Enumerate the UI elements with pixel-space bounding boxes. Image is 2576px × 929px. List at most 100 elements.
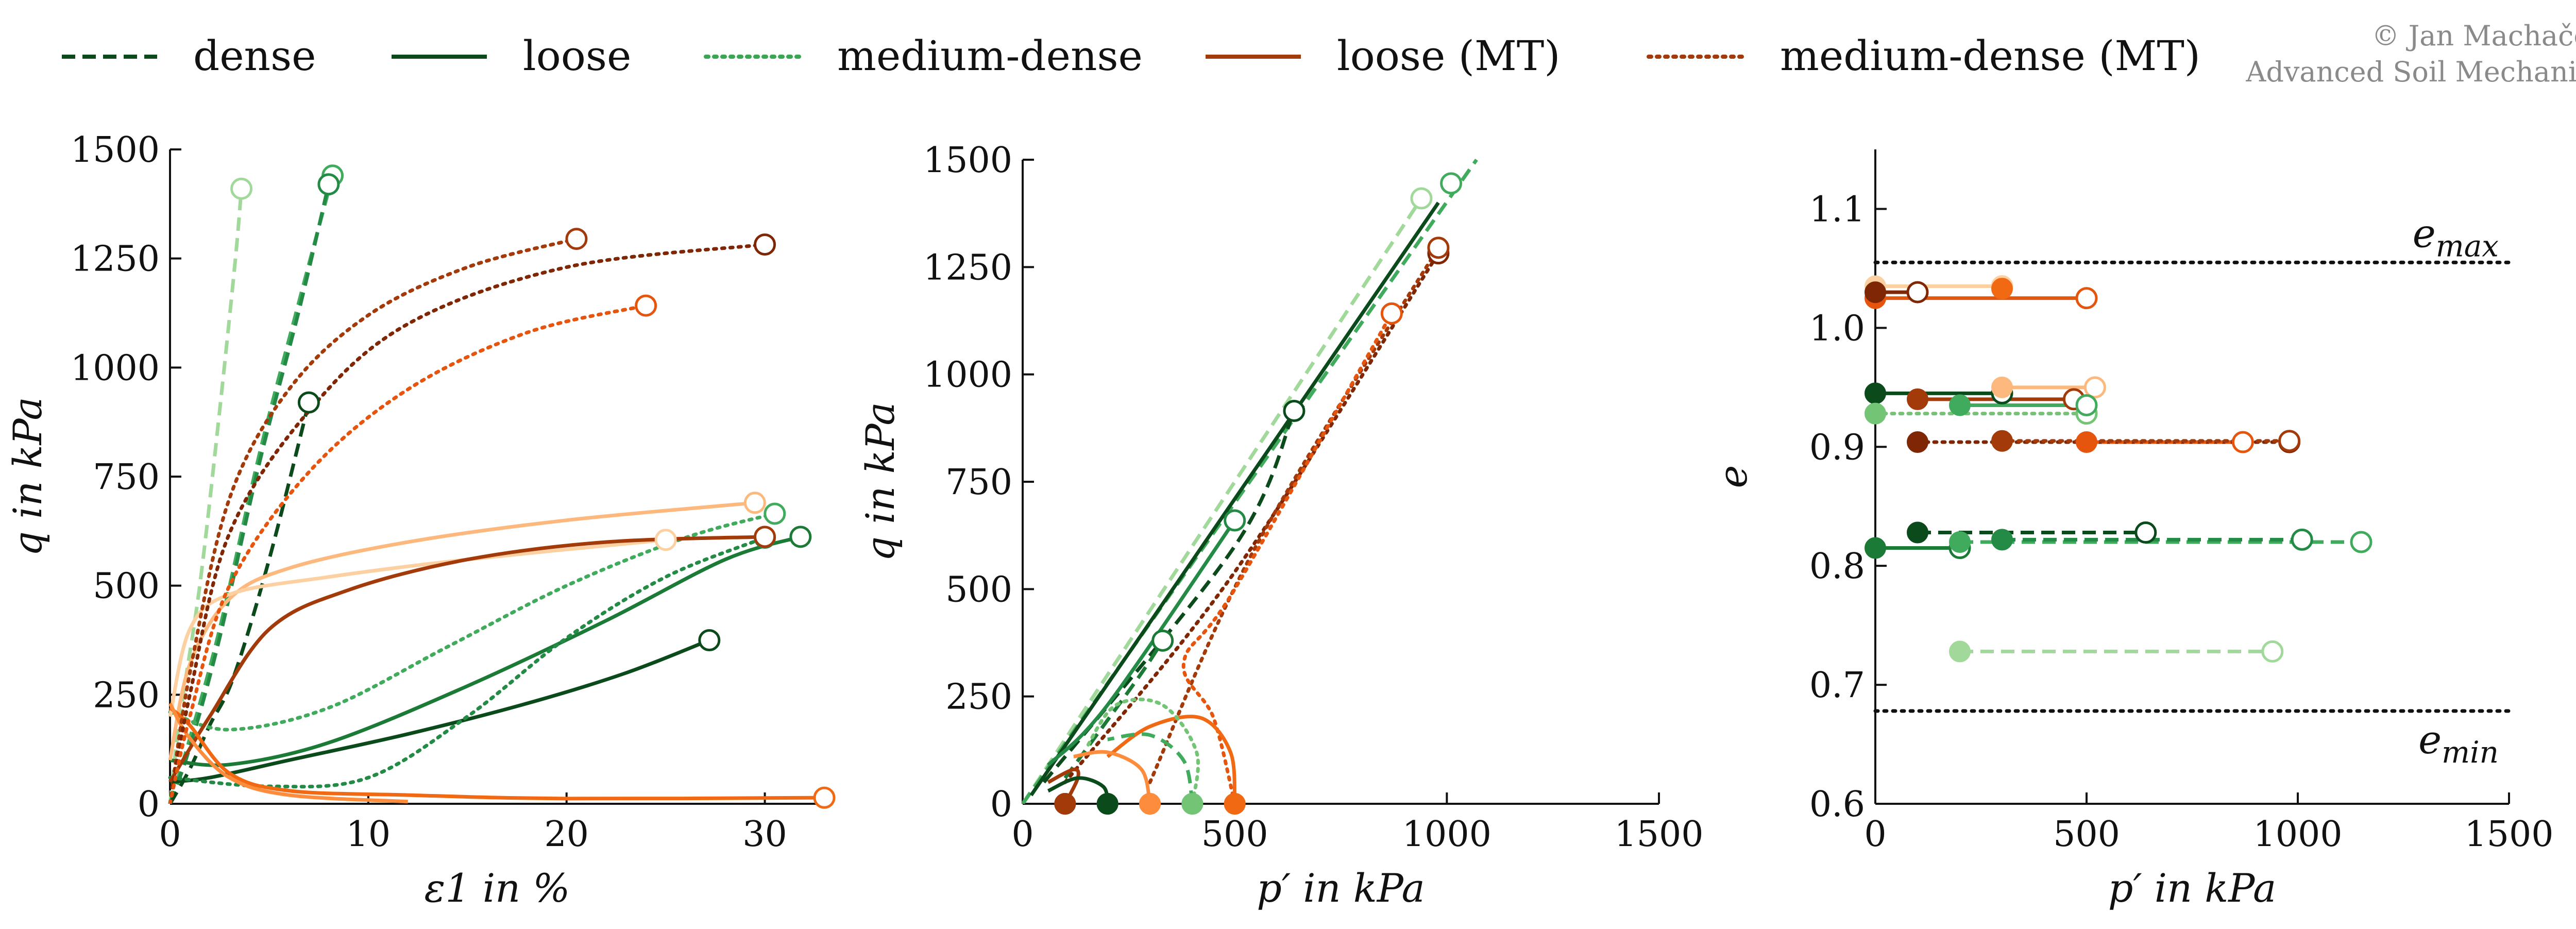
series-line <box>168 175 334 804</box>
start-point <box>1865 537 1886 559</box>
legend-entry: dense <box>62 32 316 80</box>
x-tick-label: 1000 <box>2253 814 2342 855</box>
start-point <box>2076 431 2097 453</box>
series-line <box>1107 732 1194 804</box>
series-line <box>168 303 648 804</box>
x-axis-label: ε1 in % <box>425 865 570 911</box>
start-point <box>1991 376 2013 398</box>
start-point <box>1991 529 2013 551</box>
end-point <box>230 177 253 200</box>
legend-label: loose <box>523 32 631 80</box>
end-point <box>654 529 677 551</box>
end-point <box>2291 528 2313 551</box>
y-tick-label: 750 <box>93 457 160 498</box>
copyright-author: © Jan Machaček <box>2371 20 2576 52</box>
series-line <box>1047 767 1080 804</box>
end-point <box>2083 376 2106 399</box>
y-tick-label: 1000 <box>71 348 160 389</box>
legend: dense loose medium-dense loose (MT) medium-d… <box>62 32 2200 80</box>
y-tick-label: 0.6 <box>1809 784 1865 825</box>
legend-label: medium-dense (MT) <box>1780 32 2200 80</box>
x-tick-label: 500 <box>2053 814 2120 855</box>
y-tick-label: 1500 <box>923 140 1012 181</box>
end-point <box>2134 521 2157 544</box>
end-point <box>2261 640 2284 663</box>
stress-path-panel: 0 500 1000 1500 0 250 500 750 1000 1250 1500 p′ in … <box>857 140 1704 911</box>
series-line <box>168 538 666 717</box>
y-tick-label: 1000 <box>923 355 1012 396</box>
y-tick-label: 1250 <box>923 247 1012 288</box>
series-line <box>168 535 765 783</box>
series-line <box>168 536 767 789</box>
void-ratio-panel: 0 500 1000 1500 0.6 0.7 0.8 0.9 1.0 1.1 p′ in kPa e… <box>1710 149 2554 911</box>
start-point <box>1991 430 2013 452</box>
x-tick-label: 10 <box>346 814 391 855</box>
end-point <box>317 173 340 196</box>
series-line <box>1073 750 1152 804</box>
curves <box>1021 158 1478 804</box>
curves <box>1873 260 2511 713</box>
end-point <box>754 526 776 548</box>
y-tick-label: 0.9 <box>1809 427 1865 468</box>
end-point <box>2075 287 2098 310</box>
legend-entry: loose <box>392 32 631 80</box>
x-tick-label: 20 <box>544 814 589 855</box>
start-point <box>1139 793 1161 815</box>
reference-label: emin <box>2418 717 2499 770</box>
y-tick-label: 1250 <box>71 239 160 280</box>
start-point <box>1991 278 2013 300</box>
reference-subscript: min <box>2442 735 2499 770</box>
y-axis-label: q in kPa <box>857 402 903 561</box>
end-point <box>2350 531 2372 553</box>
end-point <box>754 233 776 256</box>
x-tick-label: 0 <box>159 814 181 855</box>
end-point <box>1151 629 1174 652</box>
start-point <box>1224 793 1246 815</box>
end-point <box>2231 431 2254 453</box>
x-tick-label: 1500 <box>2464 814 2553 855</box>
y-tick-label: 1500 <box>71 130 160 171</box>
series-line <box>1063 639 1164 780</box>
y-tick-label: 750 <box>945 462 1012 503</box>
series-line <box>1084 697 1200 804</box>
series-line <box>1181 311 1394 804</box>
end-point <box>297 391 320 414</box>
end-point <box>2075 394 2098 416</box>
start-point <box>1907 431 1928 453</box>
end-point <box>1380 302 1403 325</box>
end-point <box>698 629 721 651</box>
start-point <box>1181 793 1204 815</box>
stress-strain-panel: 0 10 20 30 0 250 500 750 1000 1250 1500 ε1 in % q in… <box>5 130 836 911</box>
series-line <box>168 702 409 804</box>
start-point <box>1949 640 1971 663</box>
legend-entry: medium-dense <box>704 32 1143 80</box>
end-point <box>813 786 836 809</box>
start-point <box>1907 388 1928 410</box>
x-tick-label: 0 <box>1011 814 1033 855</box>
start-point <box>1949 394 1971 416</box>
x-tick-label: 1500 <box>1614 814 1703 855</box>
reference-symbol: e <box>2413 210 2436 256</box>
x-axis-label: p′ in kPa <box>1257 865 1425 911</box>
y-tick-label: 500 <box>93 566 160 607</box>
y-tick-label: 0.7 <box>1809 665 1865 706</box>
reference-subscript: max <box>2436 228 2499 263</box>
copyright-course: Advanced Soil Mechanics <box>2245 56 2576 88</box>
y-tick-label: 250 <box>945 677 1012 718</box>
end-point <box>743 492 766 514</box>
legend-entry: medium-dense (MT) <box>1647 32 2200 80</box>
start-point <box>1054 793 1076 815</box>
end-point <box>789 526 812 548</box>
y-tick-label: 0 <box>990 784 1012 825</box>
x-tick-label: 500 <box>1201 814 1268 855</box>
end-point <box>565 228 588 250</box>
y-axis-label: q in kPa <box>5 397 50 556</box>
series-line <box>170 535 801 767</box>
y-axis-label: e <box>1710 465 1756 488</box>
start-point <box>1949 531 1971 553</box>
end-point <box>1906 281 1929 303</box>
y-tick-label: 1.0 <box>1809 308 1865 349</box>
series-line <box>168 501 755 761</box>
series-line <box>168 512 777 732</box>
